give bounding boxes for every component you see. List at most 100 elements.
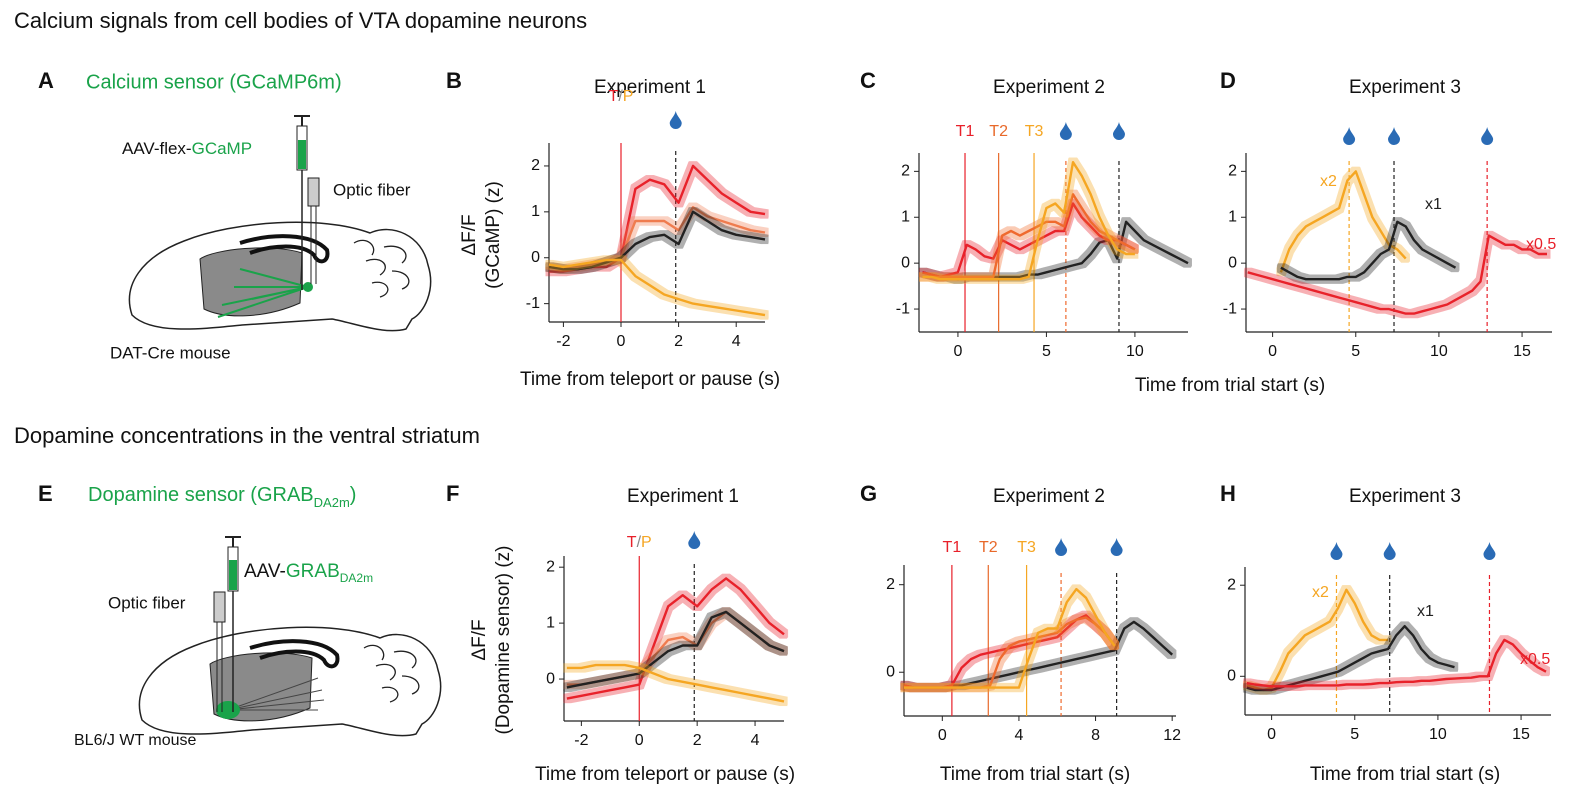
x-tick-label: 0 (617, 333, 626, 350)
syringe (294, 115, 310, 290)
y-axis-label: (Dopamine sensor) (z) (493, 546, 514, 735)
x-tick-label: 0 (1267, 726, 1276, 743)
x-axis-label: Time from teleport or pause (s) (520, 369, 780, 390)
event-label: T2 (989, 123, 1008, 140)
x-tick-label: 2 (674, 333, 683, 350)
series-label: x0.5 (1520, 651, 1550, 668)
title-text: ) (350, 484, 357, 506)
y-tick-label: 2 (1228, 163, 1237, 180)
x-tick-label: 4 (732, 333, 741, 350)
series-line (1279, 170, 1407, 273)
x-axis-label: Time from trial start (s) (1135, 375, 1325, 396)
animal-label: BL6/J WT mouse (74, 732, 197, 749)
section-title: Dopamine concentrations in the ventral s… (14, 423, 480, 448)
series-line (922, 161, 1135, 281)
y-tick-label: 0 (546, 670, 555, 687)
projections (227, 677, 325, 711)
y-tick-label: -1 (526, 295, 540, 312)
projections (217, 268, 309, 318)
y-tick-label: 2 (546, 558, 555, 575)
x-tick-label: 10 (1430, 343, 1448, 360)
series-label: x2 (1312, 584, 1329, 601)
series-line (1247, 234, 1547, 315)
fiber-label: Optic fiber (108, 593, 186, 612)
panel-label: C (860, 68, 876, 93)
reward-drop (1330, 542, 1343, 560)
x-axis-label: Time from teleport or pause (s) (535, 764, 795, 785)
event-label: T3 (1017, 539, 1036, 556)
x-tick-label: 8 (1091, 727, 1100, 744)
x-tick-label: 5 (1351, 343, 1360, 360)
y-tick-label: 0 (1227, 668, 1236, 685)
y-tick-label: 0 (886, 663, 895, 680)
brain-diagram (138, 626, 442, 737)
y-tick-label: 2 (886, 576, 895, 593)
series-line (922, 193, 1136, 279)
x-tick-label: 4 (1014, 727, 1023, 744)
x-tick-label: 10 (1429, 726, 1447, 743)
animal-label: DAT-Cre mouse (110, 343, 231, 362)
reward-drop (1481, 127, 1494, 145)
event-label: T/P (609, 88, 634, 105)
reward-drop (1343, 127, 1356, 145)
series-line (548, 258, 766, 317)
x-tick-label: 15 (1512, 726, 1530, 743)
y-tick-label: 1 (1228, 208, 1237, 225)
x-tick-label: -2 (556, 333, 570, 350)
y-tick-label: 0 (901, 254, 910, 271)
series-line (922, 202, 1136, 279)
diagram-title: Calcium sensor (GCaMP6m) (86, 71, 342, 93)
event-label: T1 (943, 539, 962, 556)
hippocampus (239, 234, 330, 264)
panel-label: H (1220, 481, 1236, 506)
y-tick-label: -1 (896, 300, 910, 317)
x-tick-label: 4 (751, 732, 760, 749)
series-line (566, 610, 785, 689)
brain-diagram (128, 221, 432, 332)
panel-label: B (446, 68, 462, 93)
event-label: T3 (1025, 123, 1044, 140)
event-label-part: T (627, 534, 637, 551)
y-tick-label: -1 (1223, 300, 1237, 317)
section-title: Calcium signals from cell bodies of VTA … (14, 8, 587, 33)
vta-cells (303, 282, 313, 292)
sensor-expression (216, 701, 240, 719)
y-tick-label: 2 (901, 163, 910, 180)
reward-drop (1055, 538, 1068, 556)
event-label-part: T (609, 88, 619, 105)
panel-label: G (860, 481, 877, 506)
y-tick-label: 0 (1228, 254, 1237, 271)
series-line (1246, 588, 1388, 692)
x-tick-label: 2 (693, 732, 702, 749)
cerebellum (363, 644, 420, 703)
event-label-part: / (618, 88, 623, 105)
injection-text: AAV- (244, 561, 286, 582)
panel-label: E (38, 481, 53, 506)
hippocampus (249, 639, 340, 669)
x-tick-label: 12 (1163, 727, 1181, 744)
series-line (566, 577, 785, 700)
series-label: x1 (1425, 196, 1442, 213)
panel-label: A (38, 68, 54, 93)
x-tick-label: 5 (1042, 343, 1051, 360)
event-label: T1 (956, 123, 975, 140)
injection-label: AAV-GRABDA2m (244, 561, 373, 585)
reward-drop (669, 111, 682, 129)
title-text: Dopamine sensor (GRAB (88, 484, 314, 506)
x-tick-label: 15 (1513, 343, 1531, 360)
y-tick-label: 0 (531, 249, 540, 266)
injection-sensor: GRAB (286, 561, 340, 582)
chart-title: Experiment 3 (1349, 77, 1461, 98)
reward-drop (1383, 542, 1396, 560)
injection-sensor: GCaMP (192, 139, 252, 158)
series-line (548, 206, 766, 271)
panel-label: F (446, 481, 459, 506)
chart-title: Experiment 3 (1349, 486, 1461, 507)
injection-label: AAV-flex-GCaMP (122, 139, 252, 158)
series-line (904, 587, 1116, 689)
series-label: x2 (1320, 173, 1337, 190)
event-label: T2 (979, 539, 998, 556)
x-tick-label: 5 (1350, 726, 1359, 743)
panel-label: D (1220, 68, 1236, 93)
striatum-region (199, 247, 303, 317)
